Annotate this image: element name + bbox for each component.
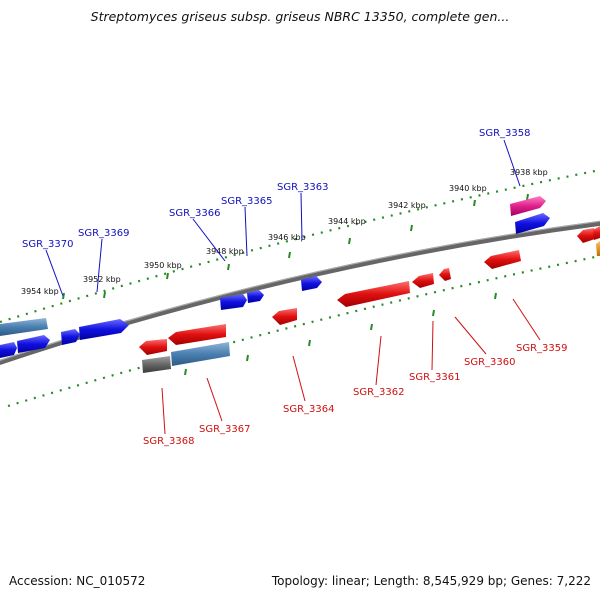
scale-label-3944: 3944 kbp xyxy=(328,217,366,226)
gene-label-sgr-3365[interactable]: SGR_3365 xyxy=(221,196,273,207)
gene-arrow-orange[interactable] xyxy=(596,241,600,256)
reverse-gene-labels: SGR_3359 SGR_3360 SGR_3361 SGR_3362 SGR_… xyxy=(143,343,568,447)
scale-label-3946: 3946 kbp xyxy=(268,233,306,242)
gene-label-sgr-3366[interactable]: SGR_3366 xyxy=(169,208,221,219)
gene-label-sgr-3368[interactable]: SGR_3368 xyxy=(143,436,195,447)
gene-arrow-forward[interactable] xyxy=(220,294,247,310)
gene-arrow-reverse[interactable] xyxy=(412,273,434,288)
lower-ruler-major-ticks xyxy=(184,292,497,376)
gene-arrow-reverse[interactable] xyxy=(337,281,410,307)
gene-arrow-forward[interactable] xyxy=(0,342,17,358)
gene-arrow-reverse[interactable] xyxy=(484,250,521,269)
scale-label-3954: 3954 kbp xyxy=(21,287,59,296)
reverse-strand-genes[interactable] xyxy=(139,226,600,373)
scale-label-3948: 3948 kbp xyxy=(206,247,244,256)
gene-arrow-reverse[interactable] xyxy=(439,268,451,281)
scale-label-3952: 3952 kbp xyxy=(83,275,121,284)
gene-arrow-pink[interactable] xyxy=(510,196,546,216)
gene-arrow-forward[interactable] xyxy=(0,318,48,336)
gene-arrow-reverse[interactable] xyxy=(168,324,226,345)
forward-label-leaders xyxy=(45,139,521,297)
gene-label-sgr-3367[interactable]: SGR_3367 xyxy=(199,424,251,435)
map-title: Streptomyces griseus subsp. griseus NBRC… xyxy=(90,9,510,24)
gene-arrow-forward[interactable] xyxy=(17,335,50,353)
gene-label-sgr-3362[interactable]: SGR_3362 xyxy=(353,387,405,398)
upper-ruler-major-ticks xyxy=(62,193,529,300)
gene-arrow-gray[interactable] xyxy=(142,356,171,373)
reverse-label-leaders xyxy=(161,298,541,435)
gene-arrow-forward[interactable] xyxy=(79,319,129,340)
gene-label-sgr-3359[interactable]: SGR_3359 xyxy=(516,343,568,354)
scale-label-3938: 3938 kbp xyxy=(510,168,548,177)
gene-label-sgr-3369[interactable]: SGR_3369 xyxy=(78,228,130,239)
scale-labels: 3938 kbp 3940 kbp 3942 kbp 3944 kbp 3946… xyxy=(21,168,548,296)
gene-label-sgr-3358[interactable]: SGR_3358 xyxy=(479,128,531,139)
gene-label-sgr-3361[interactable]: SGR_3361 xyxy=(409,372,461,383)
genome-backbone xyxy=(0,220,600,365)
scale-label-3940: 3940 kbp xyxy=(449,184,487,193)
scale-label-3942: 3942 kbp xyxy=(388,201,426,210)
gene-label-sgr-3364[interactable]: SGR_3364 xyxy=(283,404,335,415)
gene-arrow-forward[interactable] xyxy=(247,290,264,303)
gene-arrow-reverse[interactable] xyxy=(593,226,600,240)
gene-arrow-steel[interactable] xyxy=(171,342,230,366)
gene-arrow-reverse[interactable] xyxy=(139,339,167,355)
gene-label-sgr-3370[interactable]: SGR_3370 xyxy=(22,239,74,250)
gene-arrow-forward[interactable] xyxy=(515,213,550,234)
gene-arrow-forward[interactable] xyxy=(61,329,80,345)
gene-label-sgr-3363[interactable]: SGR_3363 xyxy=(277,182,329,193)
scale-label-3950: 3950 kbp xyxy=(144,261,182,270)
gene-label-sgr-3360[interactable]: SGR_3360 xyxy=(464,357,516,368)
forward-strand-genes[interactable] xyxy=(0,196,550,358)
forward-gene-labels: SGR_3358 SGR_3363 SGR_3365 SGR_3366 SGR_… xyxy=(22,128,531,250)
gene-arrow-forward[interactable] xyxy=(301,276,322,291)
gene-arrow-reverse[interactable] xyxy=(577,228,595,243)
gene-arrow-reverse[interactable] xyxy=(272,308,297,325)
accession-text: Accession: NC_010572 xyxy=(9,574,146,588)
topology-summary: Topology: linear; Length: 8,545,929 bp; … xyxy=(271,574,591,588)
